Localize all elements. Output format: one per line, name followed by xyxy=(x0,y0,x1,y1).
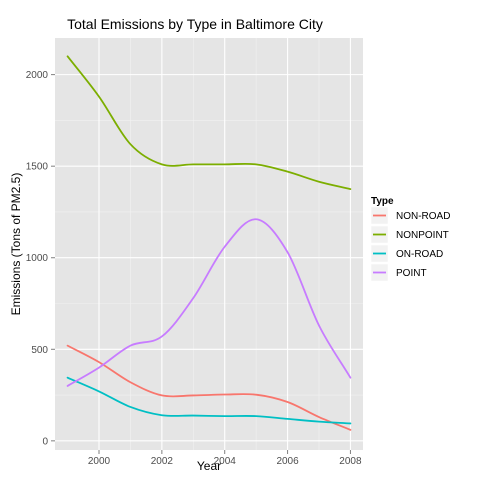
legend-item-non-road: NON-ROAD xyxy=(370,206,450,225)
legend: Type NON-ROAD NONPOINT ON-ROAD POINT xyxy=(370,196,450,282)
legend-item-point: POINT xyxy=(370,263,427,282)
chart-title: Total Emissions by Type in Baltimore Cit… xyxy=(67,16,323,32)
series-line-non-road xyxy=(66,344,352,431)
y-tick-label: 1000 xyxy=(26,253,49,264)
y-axis: 0 500 1000 1500 2000 xyxy=(26,70,55,447)
y-tick-label: 2000 xyxy=(26,70,49,81)
series-line-on-road xyxy=(66,376,352,425)
major-gridlines xyxy=(55,38,363,450)
legend-label: ON-ROAD xyxy=(396,249,443,260)
series-lines xyxy=(66,55,352,431)
x-tick-label: 2000 xyxy=(88,456,111,467)
x-tick-label: 2008 xyxy=(339,456,362,467)
legend-label: NONPOINT xyxy=(396,230,449,241)
legend-title: Type xyxy=(371,196,394,207)
legend-item-on-road: ON-ROAD xyxy=(370,244,443,263)
minor-gridlines xyxy=(55,38,363,450)
y-tick-label: 500 xyxy=(31,345,48,356)
y-axis-title: Emissions (Tons of PM2.5) xyxy=(9,173,23,316)
x-tick-label: 2002 xyxy=(151,456,174,467)
x-axis-title: Year xyxy=(197,459,221,473)
x-tick-label: 2004 xyxy=(214,456,237,467)
legend-item-nonpoint: NONPOINT xyxy=(370,225,449,244)
x-axis: 2000 2002 2004 2006 2008 xyxy=(88,450,362,467)
x-tick-label: 2006 xyxy=(276,456,299,467)
series-line-nonpoint xyxy=(66,55,352,190)
legend-label: POINT xyxy=(396,268,427,279)
y-tick-label: 0 xyxy=(42,436,48,447)
y-tick-label: 1500 xyxy=(26,162,49,173)
series-line-point xyxy=(66,218,352,387)
legend-label: NON-ROAD xyxy=(396,211,450,222)
